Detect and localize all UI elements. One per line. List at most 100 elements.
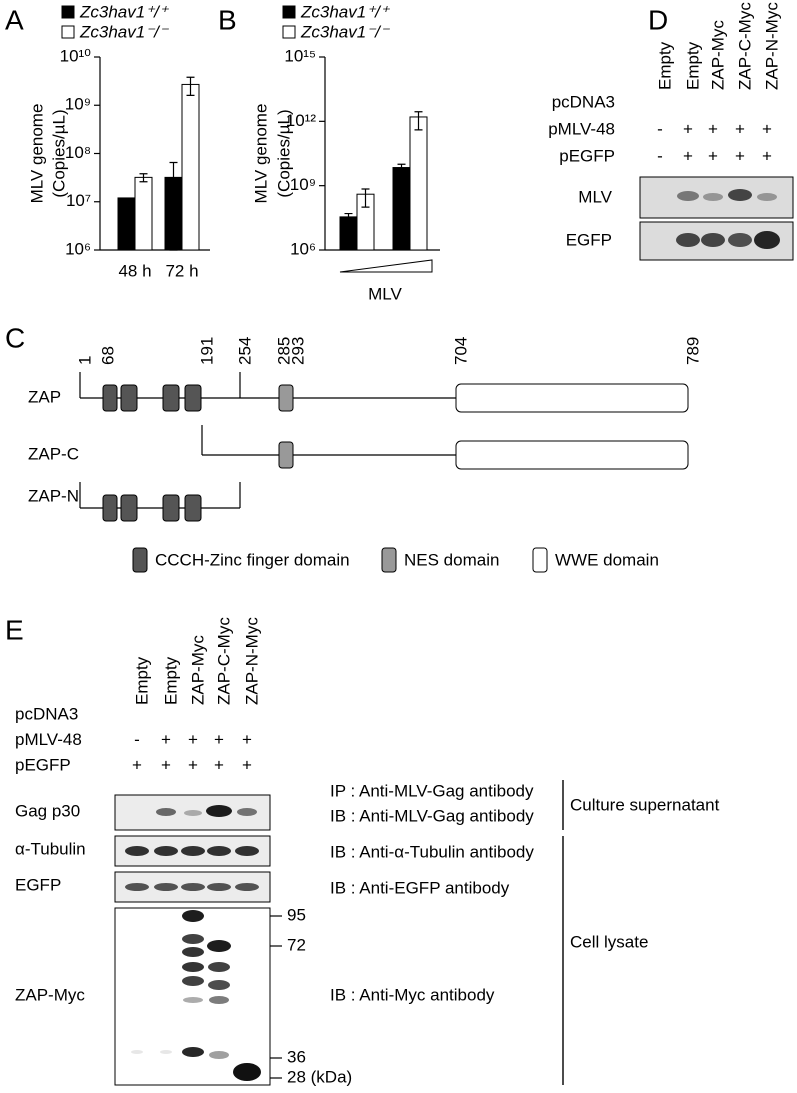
band <box>182 1047 204 1057</box>
band <box>701 233 725 247</box>
bar <box>117 197 136 251</box>
sign: + <box>188 755 198 774</box>
y-tick-label: 10¹² <box>286 111 317 130</box>
blot-label: Gag p30 <box>15 801 80 820</box>
fraction-label: Cell lysate <box>570 932 648 951</box>
sign: + <box>683 119 693 138</box>
marker-label: 95 <box>287 905 306 924</box>
x-tick-label: 48 h <box>118 261 151 280</box>
sign: + <box>708 146 718 165</box>
band <box>754 231 780 249</box>
column-label: Empty <box>161 656 180 705</box>
band <box>154 846 178 856</box>
band <box>181 883 205 891</box>
blot-label: α-Tubulin <box>15 839 86 858</box>
band <box>131 1050 143 1054</box>
column-label: 285 <box>274 337 293 365</box>
column-label: 789 <box>683 337 702 365</box>
column-label: ZAP-Myc <box>188 635 207 705</box>
legend-swatch <box>282 5 296 19</box>
column-label: 1 <box>75 356 94 365</box>
wwe-domain <box>455 383 689 413</box>
band <box>209 996 229 1004</box>
sign: + <box>735 119 745 138</box>
zinc-finger <box>162 384 180 412</box>
error-bar <box>397 163 406 174</box>
antibody-label: IB : Anti-Myc antibody <box>330 985 495 1004</box>
legend-swatch <box>282 25 296 39</box>
band <box>728 233 752 247</box>
band <box>207 846 231 856</box>
sign: + <box>132 755 142 774</box>
sign: + <box>708 119 718 138</box>
column-label: Empty <box>683 41 702 90</box>
x-tick-label: 72 h <box>165 261 198 280</box>
blot-label: EGFP <box>566 230 612 249</box>
band <box>233 1063 261 1081</box>
legend-swatch <box>532 547 548 573</box>
row-label: pMLV-48 <box>548 119 615 138</box>
band <box>125 883 149 891</box>
column-label: 254 <box>235 337 254 365</box>
error-bar <box>169 161 178 251</box>
y-tick-label: 10¹⁰ <box>60 46 92 65</box>
legend-label: Zc3hav1⁻/⁻ <box>300 22 391 41</box>
panel-label: E <box>5 614 24 645</box>
marker-label: 72 <box>287 935 306 954</box>
zinc-finger <box>102 384 118 412</box>
sign: + <box>735 146 745 165</box>
y-axis-label: MLV genome <box>27 104 46 204</box>
band <box>154 883 178 891</box>
zinc-finger <box>184 384 202 412</box>
y-tick-label: 10⁷ <box>66 191 91 210</box>
legend-swatch <box>61 5 75 19</box>
y-tick-label: 10⁹ <box>290 175 316 194</box>
y-axis-label: (Copies/µL) <box>49 109 68 197</box>
y-tick-label: 10⁸ <box>65 143 91 162</box>
blot-label: ZAP-Myc <box>15 985 85 1004</box>
column-label: ZAP-C-Myc <box>735 2 754 90</box>
y-axis-label: MLV genome <box>251 104 270 204</box>
panel-label: D <box>648 4 668 35</box>
zinc-finger <box>120 494 138 522</box>
column-label: Empty <box>655 41 674 90</box>
zinc-finger <box>102 494 118 522</box>
construct-label: ZAP-C <box>28 444 79 463</box>
band <box>207 940 231 952</box>
band <box>182 976 204 986</box>
y-tick-label: 10¹⁵ <box>284 46 316 65</box>
band <box>182 910 204 922</box>
band <box>235 846 259 856</box>
y-tick-label: 10⁶ <box>290 239 316 258</box>
column-label: 191 <box>197 337 216 365</box>
sign: + <box>762 119 772 138</box>
panel-label: A <box>5 4 24 35</box>
blot-label: EGFP <box>15 875 61 894</box>
band <box>183 997 203 1003</box>
construct-label: ZAP-N <box>28 486 79 505</box>
sign: + <box>242 730 252 749</box>
error-bar <box>414 111 423 131</box>
sign: + <box>214 730 224 749</box>
column-label: Empty <box>132 656 151 705</box>
column-label: ZAP-N-Myc <box>762 2 781 90</box>
row-label: pcDNA3 <box>552 92 615 111</box>
gradient-triangle <box>339 259 433 273</box>
x-axis-label: MLV <box>368 284 402 303</box>
zinc-finger <box>120 384 138 412</box>
row-label: pEGFP <box>559 146 615 165</box>
y-tick-label: 10⁶ <box>65 239 91 258</box>
legend-swatch <box>61 25 75 39</box>
error-bar <box>139 173 148 183</box>
sign: + <box>242 755 252 774</box>
sign: + <box>161 755 171 774</box>
panel-label: C <box>5 322 25 353</box>
fraction-label: Culture supernatant <box>570 795 720 814</box>
wwe-domain <box>455 440 689 470</box>
y-tick-label: 10⁹ <box>65 95 91 114</box>
column-label: ZAP-N-Myc <box>242 617 261 705</box>
band <box>182 962 204 972</box>
band <box>677 191 699 201</box>
column-label: 704 <box>451 337 470 365</box>
sign: - <box>657 146 663 165</box>
